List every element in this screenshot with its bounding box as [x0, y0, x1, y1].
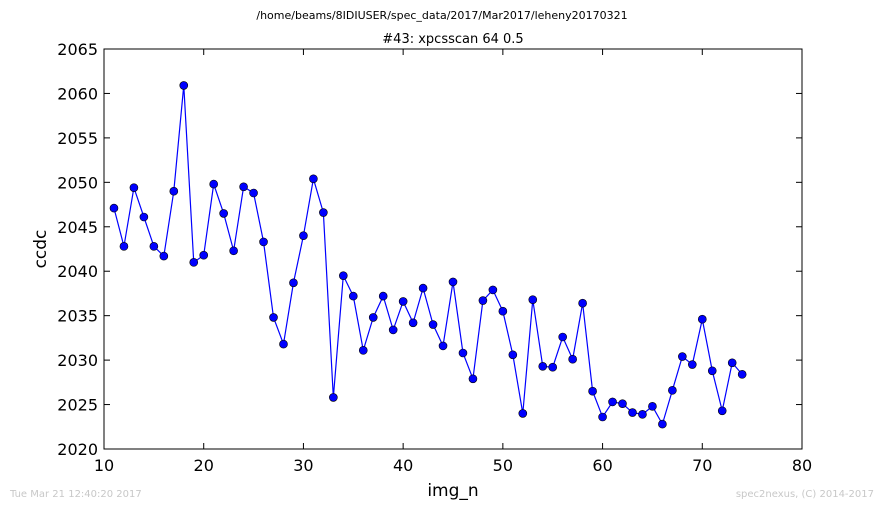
axes-frame — [103, 48, 803, 450]
data-point — [478, 296, 488, 305]
x-tick-label: 30 — [293, 456, 313, 475]
y-tick-label: 2040 — [57, 262, 98, 281]
data-point — [388, 325, 398, 335]
data-point — [578, 298, 587, 308]
data-point — [149, 242, 159, 251]
plot-area: 10 20 30 40 50 60 70 80202020252030203520402045… — [57, 40, 812, 475]
data-point — [299, 231, 308, 240]
data-point — [538, 362, 548, 371]
data-point — [468, 374, 478, 384]
data-point — [678, 352, 687, 361]
data-point — [189, 258, 199, 267]
data-point — [498, 306, 508, 316]
data-point — [159, 251, 169, 261]
data-point — [438, 341, 448, 351]
chart-title: #43: xpcsscan 64 0.5 — [382, 32, 523, 47]
data-point — [588, 386, 597, 396]
data-point — [249, 188, 258, 198]
y-tick-label: 2055 — [57, 129, 98, 148]
data-point — [329, 393, 338, 402]
data-point — [727, 358, 737, 368]
data-point — [548, 362, 558, 372]
data-point — [428, 320, 438, 329]
data-point — [668, 386, 677, 395]
data-point — [697, 314, 707, 324]
data-point — [608, 397, 617, 407]
data-point — [109, 203, 119, 213]
y-tick-label: 2020 — [57, 440, 98, 459]
data-point — [707, 366, 717, 376]
data-point — [139, 212, 149, 222]
data-point — [319, 208, 328, 217]
data-series — [109, 81, 747, 429]
data-point — [528, 295, 538, 304]
data-point — [239, 182, 248, 192]
data-point — [119, 242, 129, 251]
data-point — [518, 409, 528, 418]
data-point — [448, 277, 458, 287]
y-tick-label: 2035 — [57, 307, 98, 326]
y-tick-label: 2065 — [57, 40, 98, 59]
data-point — [209, 179, 218, 189]
x-tick-label: 80 — [792, 456, 812, 475]
data-point — [508, 350, 518, 360]
data-point — [618, 399, 627, 408]
data-point — [568, 354, 577, 364]
y-tick-label: 2030 — [57, 351, 98, 370]
y-tick-label: 2025 — [57, 396, 98, 415]
data-point — [289, 278, 298, 288]
x-tick-label: 70 — [692, 456, 712, 475]
data-point — [358, 346, 368, 355]
data-point — [169, 186, 179, 196]
axis-ticks: 10 20 30 40 50 60 70 80202020252030203520402045… — [57, 40, 812, 475]
data-point — [408, 318, 418, 328]
footer-timestamp: Tue Mar 21 12:40:20 2017 — [9, 489, 142, 500]
data-point — [658, 419, 667, 429]
series-line — [113, 85, 743, 426]
data-point — [339, 271, 348, 280]
data-point — [219, 209, 228, 218]
data-point — [279, 339, 288, 349]
data-point — [688, 360, 697, 369]
y-axis-label: ccdc — [31, 230, 51, 269]
data-point — [558, 332, 567, 342]
data-point — [628, 408, 637, 417]
data-point — [199, 250, 209, 260]
data-point — [179, 81, 189, 90]
chart-suptitle: /home/beams/8IDIUSER/spec_data/2017/Mar2… — [256, 9, 627, 22]
x-tick-label: 20 — [194, 456, 214, 475]
data-point — [638, 410, 647, 419]
data-point — [717, 406, 727, 416]
data-point — [398, 297, 408, 306]
data-point — [488, 285, 498, 295]
y-tick-label: 2050 — [57, 173, 98, 192]
x-axis-label: img_n — [427, 481, 478, 501]
x-tick-label: 60 — [592, 456, 612, 475]
x-tick-label: 10 — [94, 456, 114, 475]
data-point — [378, 291, 388, 301]
data-point — [648, 402, 657, 411]
x-tick-label: 50 — [493, 456, 513, 475]
footer-credit: spec2nexus, (C) 2014-2017 — [736, 489, 874, 500]
data-point — [598, 412, 607, 422]
data-point — [418, 283, 428, 293]
data-point — [348, 291, 358, 301]
data-point — [368, 313, 378, 322]
data-point — [737, 370, 747, 379]
data-point — [269, 313, 278, 322]
data-point — [259, 237, 268, 247]
y-tick-label: 2060 — [57, 84, 98, 103]
data-point — [229, 246, 238, 256]
data-point — [458, 348, 468, 358]
data-point — [309, 174, 318, 184]
data-point — [129, 183, 139, 192]
x-tick-label: 40 — [393, 456, 413, 475]
y-tick-label: 2045 — [57, 218, 98, 237]
